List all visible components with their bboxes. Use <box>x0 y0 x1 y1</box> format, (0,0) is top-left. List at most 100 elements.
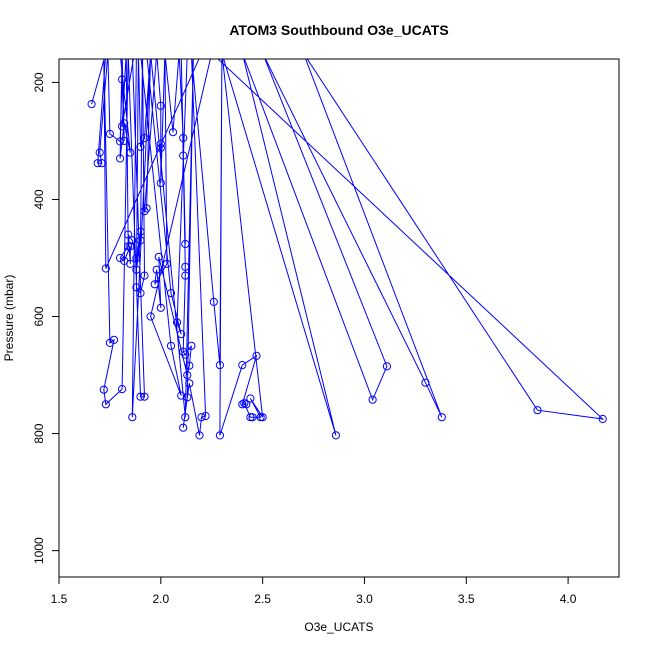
data-point <box>140 133 149 143</box>
data-point <box>183 393 192 402</box>
data-point <box>136 289 145 298</box>
x-tick-label: 3.5 <box>458 592 475 606</box>
data-point <box>162 259 171 268</box>
data-point <box>179 423 188 432</box>
data-point <box>116 137 125 146</box>
data-point <box>124 242 133 251</box>
data-point <box>128 413 137 422</box>
data-point <box>197 413 206 422</box>
data-point <box>124 230 133 239</box>
x-tick-label: 3.0 <box>356 592 373 606</box>
data-point <box>258 413 267 422</box>
x-tick-label: 2.5 <box>254 592 271 606</box>
data-point <box>173 318 182 327</box>
data-point <box>140 207 149 216</box>
data-point <box>179 133 188 143</box>
data-point <box>156 303 165 312</box>
data-point <box>181 350 190 359</box>
data-point <box>93 159 102 168</box>
data-point <box>166 289 176 298</box>
data-point <box>185 361 194 370</box>
data-point <box>166 341 176 350</box>
data-point <box>248 413 257 422</box>
data-point <box>118 122 127 131</box>
data-point <box>97 159 106 168</box>
data-point <box>533 406 542 415</box>
data-point <box>116 154 125 163</box>
data-point <box>168 128 178 137</box>
data-point <box>136 392 145 401</box>
data-point <box>368 395 377 404</box>
data-point <box>152 265 161 274</box>
data-point <box>154 252 163 261</box>
data-point <box>95 148 104 157</box>
data-point <box>238 400 247 409</box>
data-point <box>240 399 249 408</box>
data-point <box>118 75 127 84</box>
data-point <box>105 129 115 138</box>
data-point <box>185 379 194 388</box>
series-layer <box>87 59 607 440</box>
data-point <box>252 351 261 360</box>
x-axis: 1.5 2.0 2.5 3.0 3.5 4.0 <box>51 576 577 606</box>
data-point <box>209 297 218 306</box>
data-point <box>598 414 607 424</box>
y-tick-label: 800 <box>32 423 46 443</box>
data-point <box>195 431 204 440</box>
data-point <box>242 400 251 409</box>
data-point <box>109 335 119 344</box>
data-point <box>101 400 110 409</box>
data-point <box>246 394 255 403</box>
data-point <box>156 143 165 153</box>
y-tick-label: 600 <box>32 306 46 326</box>
x-axis-label: O3e_UCATS <box>304 620 373 634</box>
x-tick-label: 4.0 <box>560 592 577 606</box>
data-point <box>156 179 165 188</box>
data-point <box>256 413 265 422</box>
y-tick-label: 200 <box>32 72 46 92</box>
x-tick-label: 2.0 <box>152 592 169 606</box>
data-point <box>156 101 165 110</box>
data-point <box>215 361 224 370</box>
data-point <box>181 413 190 422</box>
data-point <box>136 142 145 151</box>
data-point <box>156 139 165 148</box>
data-point <box>246 413 255 422</box>
data-point <box>132 253 141 263</box>
data-point <box>177 391 186 400</box>
data-point <box>183 371 192 380</box>
data-point <box>181 239 190 249</box>
data-point <box>331 431 340 440</box>
data-point <box>187 341 196 350</box>
data-point <box>177 330 186 339</box>
data-point <box>120 136 129 145</box>
data-point <box>437 413 446 422</box>
data-point <box>150 280 159 289</box>
data-point <box>181 271 190 280</box>
data-point <box>105 338 115 347</box>
data-point <box>382 362 391 371</box>
chart-title: ATOM3 Southbound O3e_UCATS <box>229 22 448 38</box>
data-point <box>126 259 135 268</box>
data-point <box>136 227 145 236</box>
y-axis-label: Pressure (mbar) <box>2 275 16 362</box>
data-point <box>132 265 141 274</box>
y-axis: 200 400 600 800 1000 <box>32 72 60 564</box>
y-tick-label: 400 <box>32 189 46 209</box>
data-point <box>101 264 110 273</box>
data-point <box>179 151 188 160</box>
data-point <box>201 411 210 421</box>
data-point <box>118 385 127 394</box>
data-point <box>132 283 141 292</box>
data-point <box>181 262 190 271</box>
data-point <box>215 431 224 440</box>
data-point <box>126 148 135 157</box>
data-point <box>126 242 135 251</box>
data-point <box>421 378 430 387</box>
data-point <box>99 385 108 394</box>
data-point <box>128 236 137 245</box>
data-point <box>140 392 149 401</box>
x-tick-label: 1.5 <box>51 592 68 606</box>
